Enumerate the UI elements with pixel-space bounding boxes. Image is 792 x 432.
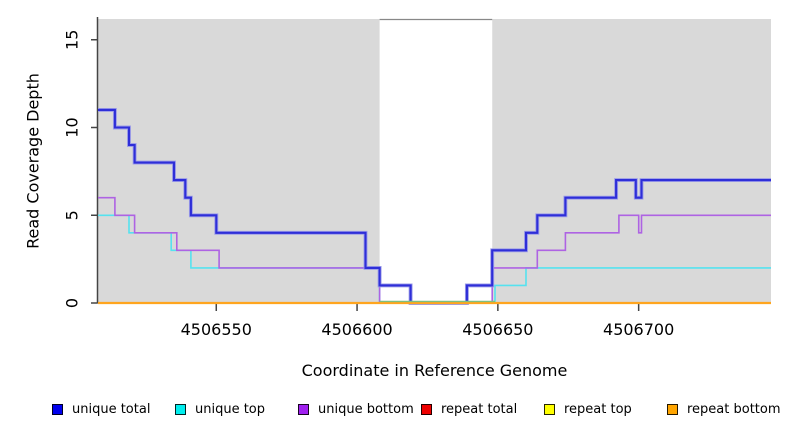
legend: unique total unique top unique bottom repea… <box>0 399 792 421</box>
legend-swatch-unique-bottom <box>298 403 309 415</box>
y-tick-label: 5 <box>63 210 82 220</box>
x-axis-title: Coordinate in Reference Genome <box>301 361 568 380</box>
legend-item-repeat-bottom: repeat bottom <box>667 399 781 419</box>
y-tick-label: 10 <box>63 117 82 137</box>
y-axis-title: Read Coverage Depth <box>23 73 43 249</box>
legend-item-unique-top: unique top <box>175 399 265 419</box>
legend-item-repeat-top: repeat top <box>544 399 632 419</box>
legend-swatch-repeat-bottom <box>667 403 678 415</box>
x-tick-label: 4506550 <box>181 320 252 339</box>
legend-swatch-unique-top <box>175 403 186 415</box>
legend-item-repeat-total: repeat total <box>421 399 517 419</box>
series-unique-total <box>98 108 771 305</box>
legend-label: unique bottom <box>318 401 414 417</box>
legend-label: repeat bottom <box>687 401 781 417</box>
legend-swatch-unique-total <box>52 403 63 415</box>
highlight-band <box>379 19 493 303</box>
legend-label: unique top <box>195 401 266 417</box>
legend-swatch-repeat-total <box>421 403 432 415</box>
y-tick-label: 15 <box>63 30 82 50</box>
legend-swatch-repeat-top <box>544 403 555 415</box>
legend-item-unique-total: unique total <box>52 399 150 419</box>
legend-label: repeat total <box>441 401 518 417</box>
x-tick-label: 4506600 <box>321 320 392 339</box>
legend-label: unique total <box>72 401 151 417</box>
x-tick-label: 4506700 <box>603 320 674 339</box>
legend-label: repeat top <box>564 401 632 417</box>
legend-item-unique-bottom: unique bottom <box>298 399 414 419</box>
x-tick-label: 4506650 <box>462 320 533 339</box>
y-tick-label: 0 <box>63 298 82 308</box>
